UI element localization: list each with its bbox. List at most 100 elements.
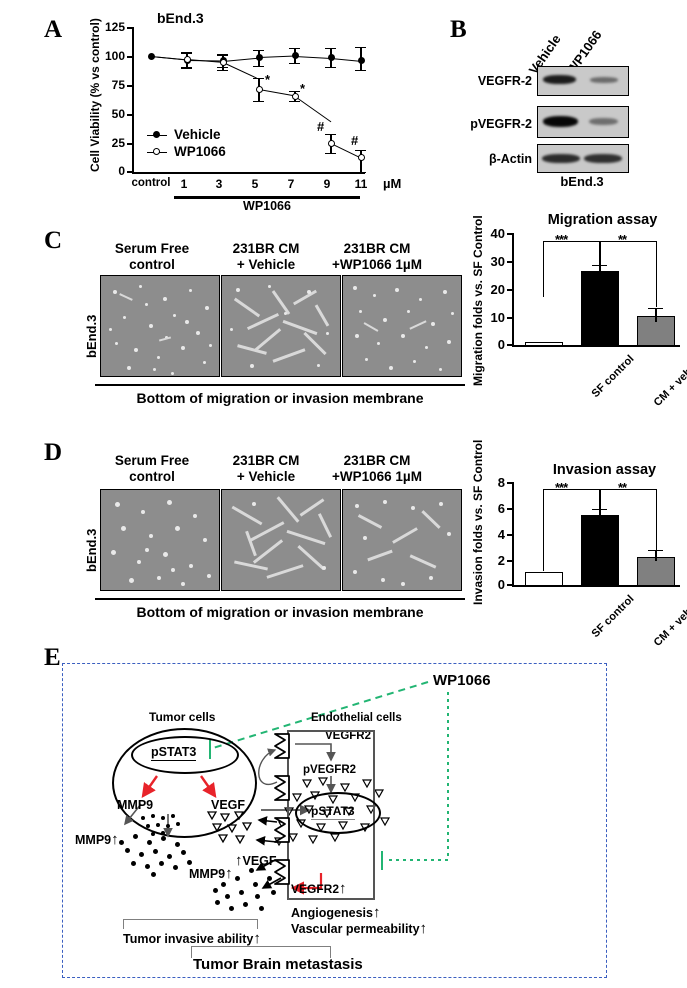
migration-ytick-0: 0	[497, 337, 505, 352]
migration-ytick-10: 10	[490, 310, 505, 325]
invasion-catlabel-sf-control: SF control	[589, 593, 637, 640]
panel-a-point-wp1066	[183, 56, 191, 63]
panel-a-ytick-100: 100	[104, 49, 125, 63]
panel-a-point-wp1066	[255, 86, 263, 93]
panel-c-col3-line2: +WP1066 1µM	[332, 257, 422, 272]
endo-mmp9-label: MMP9↑	[189, 865, 233, 882]
panel-a-xtick-5: 5	[251, 177, 259, 191]
panel-a-xtick-3: 3	[215, 177, 223, 191]
endothelial-signalling-arrows	[255, 743, 336, 895]
panel-b-caption: bEnd.3	[560, 174, 604, 189]
panel-d-col1-line1: Serum Free	[114, 453, 190, 468]
invasion-sig-2: **	[618, 480, 627, 495]
panel-c-col2-title: 231BR CM + Vehicle	[206, 241, 326, 273]
blot-band-vegfr2	[537, 66, 629, 96]
panel-c-col2-line1: 231BR CM	[232, 241, 300, 256]
migration-catlabel-cm-vehicle: CM + vehicle	[651, 353, 687, 409]
blot-band-pvegfr2	[537, 106, 629, 138]
panel-a-sig-7: *	[300, 81, 306, 96]
panel-e-diagram: WP1066 Tumor cells pSTAT3	[62, 663, 607, 978]
endo-pstat3-label: pSTAT3	[311, 804, 355, 820]
panel-label-b: B	[450, 16, 467, 43]
endo-vegfr2-bottom-label: VEGFR2↑	[291, 880, 347, 897]
legend-marker-wp1066	[153, 148, 160, 155]
tumor-cell-membrane	[112, 728, 257, 838]
migration-sig-bracket-1	[543, 241, 600, 297]
panel-a-xtick-11: 11	[354, 177, 368, 191]
invasion-chart-title: Invasion assay	[552, 462, 657, 478]
panel-label-e: E	[44, 644, 61, 671]
panel-d-col2-line2: + Vehicle	[236, 469, 296, 484]
panel-a-point-vehicle	[357, 56, 365, 64]
panel-a-sig-9: #	[317, 119, 325, 134]
micrograph-d-cm-wp1066	[342, 489, 462, 591]
endo-vegfr2-top-label: VEGFR2	[325, 730, 372, 742]
blot-row-label-pvegfr2: pVEGFR-2	[470, 117, 532, 131]
endothelial-top-wall	[288, 730, 374, 733]
panel-c-col2-line2: + Vehicle	[236, 257, 296, 272]
mmp9-up-arrow: ↑	[111, 831, 119, 848]
panel-a-point-wp1066	[291, 92, 299, 100]
diagram-drug-label: WP1066	[433, 672, 491, 689]
panel-c-col3-line1: 231BR CM	[343, 241, 411, 256]
panel-a-point-wp1066	[327, 139, 335, 147]
panel-d-col3-line2: +WP1066 1µM	[332, 469, 422, 484]
vegfr2-up-arrow: ↑	[339, 880, 347, 897]
migration-catlabel-sf-control: SF control	[589, 353, 637, 400]
outcome-invasive-label: Tumor invasive ability↑	[123, 930, 261, 947]
panel-a-xtick-control: control	[131, 177, 171, 189]
invasion-ytick-2: 2	[497, 553, 505, 568]
tumor-vegf-triangles	[206, 811, 253, 845]
panel-c-footer-rule	[95, 384, 465, 387]
micrograph-c-cm-wp1066	[342, 275, 462, 377]
outcome-final-label: Tumor Brain metastasis	[193, 956, 363, 973]
migration-chart-title: Migration assay	[547, 212, 658, 228]
legend-marker-vehicle	[153, 131, 160, 138]
panel-a-title: bEnd.3	[157, 10, 204, 26]
legend-label-vehicle: Vehicle	[174, 127, 221, 142]
panel-a-sig-5: *	[265, 72, 271, 87]
micrograph-d-cm-vehicle	[221, 489, 341, 591]
micrograph-c-serum-free	[100, 275, 220, 377]
panel-a-ytick-125: 125	[104, 20, 125, 34]
panel-a-ytick-50: 50	[111, 107, 125, 121]
panel-a-x-unit: µM	[383, 176, 402, 191]
panel-a-ytick-0: 0	[118, 164, 125, 178]
panel-a-xtick-9: 9	[323, 177, 331, 191]
panel-d-col1-title: Serum Free control	[92, 453, 212, 485]
panel-c-col1-line1: Serum Free	[114, 241, 190, 256]
invasion-bar-sf-control	[525, 572, 563, 586]
micrograph-c-cm-vehicle	[221, 275, 341, 377]
panel-d-row-label: bEnd.3	[84, 528, 99, 572]
panel-a-group-label: WP1066	[243, 199, 291, 213]
panel-a-ytick-25: 25	[111, 136, 125, 150]
legend-label-wp1066: WP1066	[174, 144, 226, 159]
panel-d-col3-line1: 231BR CM	[343, 453, 411, 468]
panel-a-sig-11: #	[351, 133, 359, 148]
tumor-pstat3-label: pSTAT3	[151, 745, 197, 761]
blot-row-label-b-actin: β-Actin	[488, 152, 532, 166]
migration-ytick-30: 30	[490, 254, 505, 269]
micrograph-d-serum-free	[100, 489, 220, 591]
panel-a-point-wp1066	[357, 154, 365, 162]
panel-a-point-vehicle	[147, 52, 155, 60]
invasive-up-arrow: ↑	[253, 930, 261, 947]
panel-c-col1-line2: control	[129, 257, 175, 272]
panel-d-footer-rule	[95, 598, 465, 601]
migration-sig-2: **	[618, 232, 627, 247]
blot-band-b-actin	[537, 144, 629, 173]
tumor-cell-nucleus	[131, 736, 239, 774]
panel-a-xtick-7: 7	[287, 177, 295, 191]
invasion-sig-bracket-2	[600, 489, 657, 551]
invasion-sig-bracket-1	[543, 489, 600, 571]
brace-final-outcome	[191, 946, 331, 958]
panel-d-col2-line1: 231BR CM	[232, 453, 300, 468]
panel-c-col1-title: Serum Free control	[92, 241, 212, 273]
tumor-cells-label: Tumor cells	[149, 710, 216, 724]
tumor-mmp9-label: MMP9	[117, 798, 154, 812]
panel-d-col3-title: 231BR CM +WP1066 1µM	[313, 453, 441, 485]
panel-a-xtick-1: 1	[180, 177, 188, 191]
invasion-sig-1: ***	[555, 480, 568, 495]
invasion-ytick-6: 6	[497, 501, 505, 516]
inhibition-lines	[212, 681, 449, 861]
